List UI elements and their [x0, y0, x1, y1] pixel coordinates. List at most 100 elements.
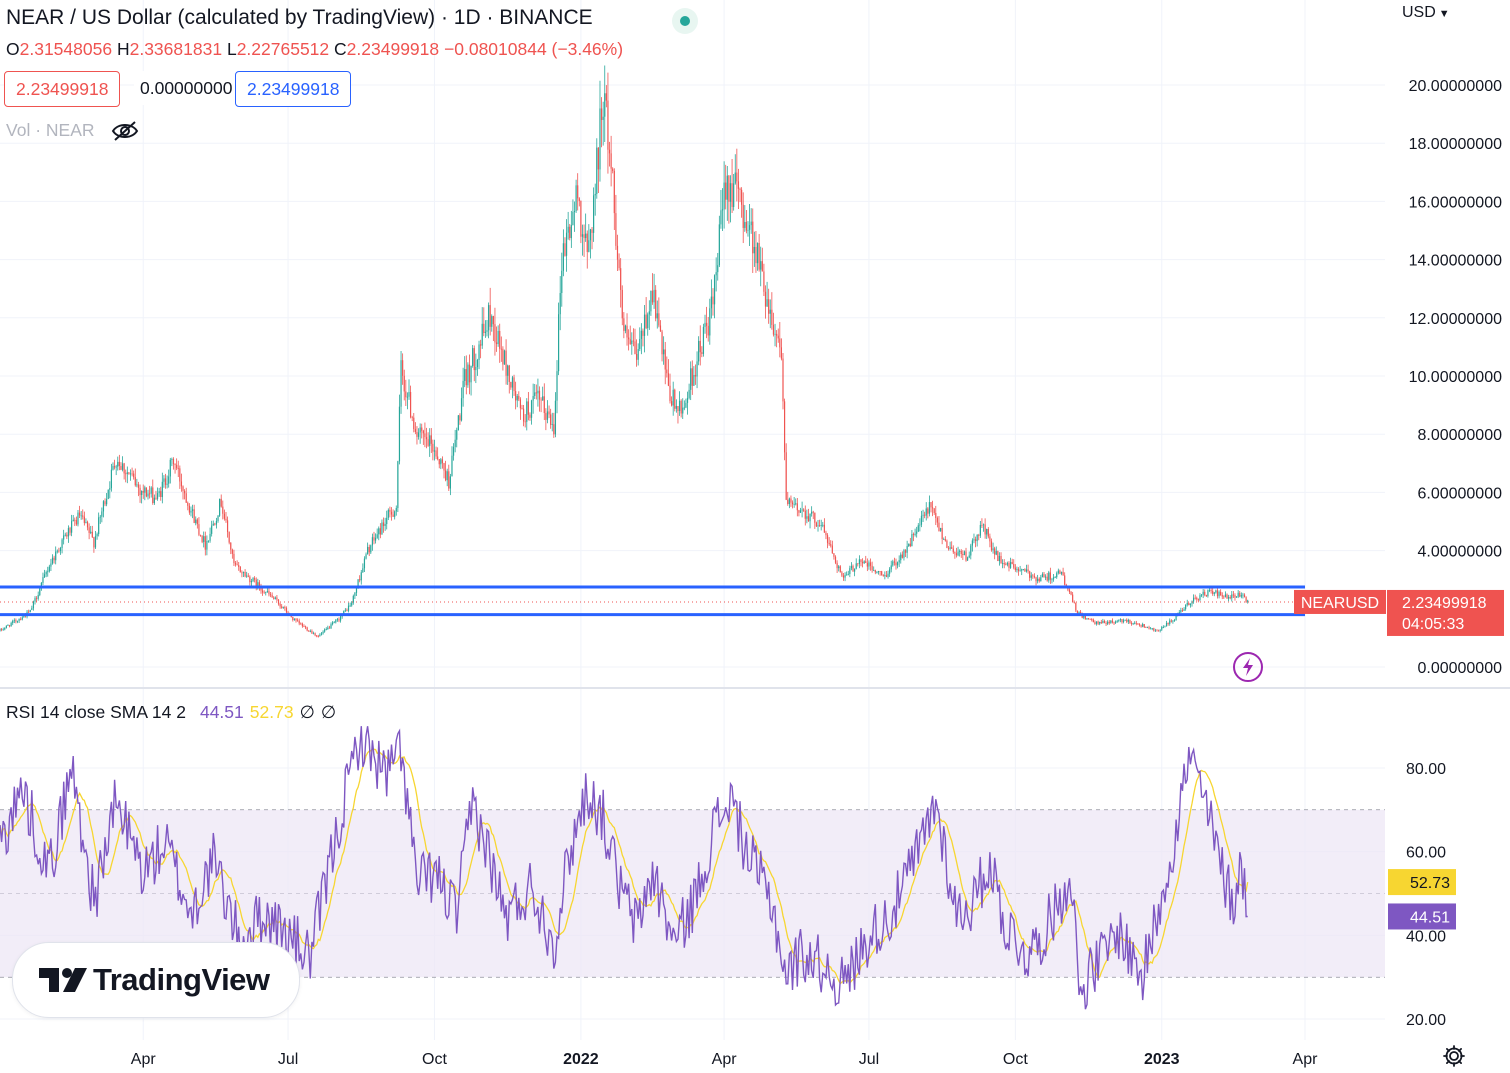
candle-body: [690, 368, 692, 390]
candle-body: [976, 534, 978, 542]
candle-body: [1099, 622, 1101, 624]
candle-body: [115, 466, 117, 468]
sell-button[interactable]: 2.23499918: [4, 71, 121, 107]
lightning-icon[interactable]: [1232, 651, 1264, 683]
candle-body: [783, 401, 786, 453]
candle-body: [922, 514, 924, 516]
candle-body: [502, 348, 504, 365]
currency-label: USD: [1402, 4, 1436, 21]
candle-body: [748, 225, 751, 230]
rsi-axis[interactable]: 20.00 40.00 60.00 80.00: [1406, 761, 1446, 1029]
support-resistance-lines[interactable]: [0, 585, 1305, 617]
candle-body: [74, 519, 76, 521]
candle-body: [497, 330, 499, 345]
candle-body: [293, 618, 296, 620]
candle-body: [741, 189, 743, 205]
candle-body: [374, 537, 377, 541]
candle-body: [445, 470, 447, 481]
candle-body: [214, 523, 216, 525]
candle-body: [476, 359, 479, 367]
price-tick-label: 20.00000000: [1409, 78, 1503, 95]
tradingview-logo[interactable]: TradingView: [12, 942, 300, 1018]
candle-body: [322, 631, 324, 634]
candle-body: [449, 476, 451, 489]
candle-body: [328, 627, 331, 629]
candle-body: [392, 514, 394, 517]
rsi-sma-tag-value: 52.73: [1410, 875, 1450, 892]
candle-body: [454, 439, 456, 447]
candle-body: [133, 473, 135, 478]
candle-body: [1130, 623, 1133, 624]
candle-body: [667, 373, 670, 386]
candle-body: [215, 520, 218, 525]
candle-body: [137, 484, 140, 488]
price-axis[interactable]: 0.00000000 4.00000000 6.00000000 8.00000000…: [1409, 78, 1503, 677]
market-status-icon[interactable]: [672, 8, 698, 34]
candle-body: [354, 592, 356, 596]
candle-body: [257, 582, 259, 587]
eye-crossed-icon[interactable]: [110, 119, 140, 143]
buy-button[interactable]: 2.23499918: [235, 71, 352, 107]
candle-body: [720, 210, 722, 225]
candle-body: [984, 524, 986, 535]
candle-body: [437, 456, 439, 460]
candle-body: [526, 401, 528, 422]
candle-body: [688, 389, 690, 398]
gear-icon[interactable]: [1442, 1044, 1466, 1068]
candle-body: [939, 527, 942, 532]
candle-body: [561, 270, 563, 294]
candle-body: [678, 400, 681, 411]
last-price-tag-value: 2.23499918: [1402, 595, 1487, 612]
candle-body: [150, 487, 152, 494]
candle-body: [516, 395, 518, 401]
candle-body: [928, 502, 931, 514]
candle-body: [1092, 619, 1094, 623]
candle-body: [228, 532, 230, 543]
candle-body: [23, 615, 25, 618]
candle-body: [1070, 591, 1072, 595]
candle-body: [772, 324, 775, 335]
candle-body: [573, 211, 576, 213]
candle-body: [650, 290, 652, 312]
candle-body: [1025, 569, 1028, 572]
currency-selector[interactable]: USD ▼: [1402, 4, 1450, 22]
candle-body: [56, 550, 58, 552]
candle-body: [924, 514, 926, 516]
candle-body: [970, 545, 972, 556]
candle-body: [43, 574, 46, 578]
candle-body: [1151, 628, 1153, 630]
candle-body: [405, 391, 407, 398]
candle-body: [432, 443, 434, 452]
candle-body: [658, 313, 660, 326]
candle-body: [198, 524, 200, 535]
candle-body: [34, 598, 36, 602]
candle-body: [394, 511, 396, 517]
candle-body: [301, 623, 303, 627]
candle-body: [1115, 621, 1117, 623]
candle-body: [1239, 592, 1241, 597]
candle-body: [570, 224, 572, 239]
candle-body: [624, 325, 627, 331]
candle-body: [739, 188, 741, 190]
candle-body: [540, 399, 542, 401]
candle-body: [1033, 576, 1036, 578]
candle-body: [820, 525, 822, 526]
candle-body: [1067, 588, 1069, 590]
rsi-tick-label: 80.00: [1406, 761, 1446, 778]
candle-body: [67, 528, 70, 537]
candle-body: [1002, 563, 1004, 564]
time-axis[interactable]: Apr Jul Oct 2022 Apr Jul Oct 2023 Apr: [131, 1051, 1318, 1068]
candle-body: [537, 390, 539, 394]
candle-body: [206, 541, 208, 550]
candle-body: [1024, 569, 1026, 572]
candle-body: [761, 261, 763, 272]
candle-body: [1156, 630, 1158, 632]
candle-body: [371, 537, 374, 546]
candle-body: [254, 578, 256, 580]
candle-body: [917, 525, 919, 532]
candle-body: [64, 534, 66, 536]
candle-body: [823, 524, 825, 533]
high-key: H: [116, 39, 130, 59]
candle-body: [780, 347, 783, 359]
